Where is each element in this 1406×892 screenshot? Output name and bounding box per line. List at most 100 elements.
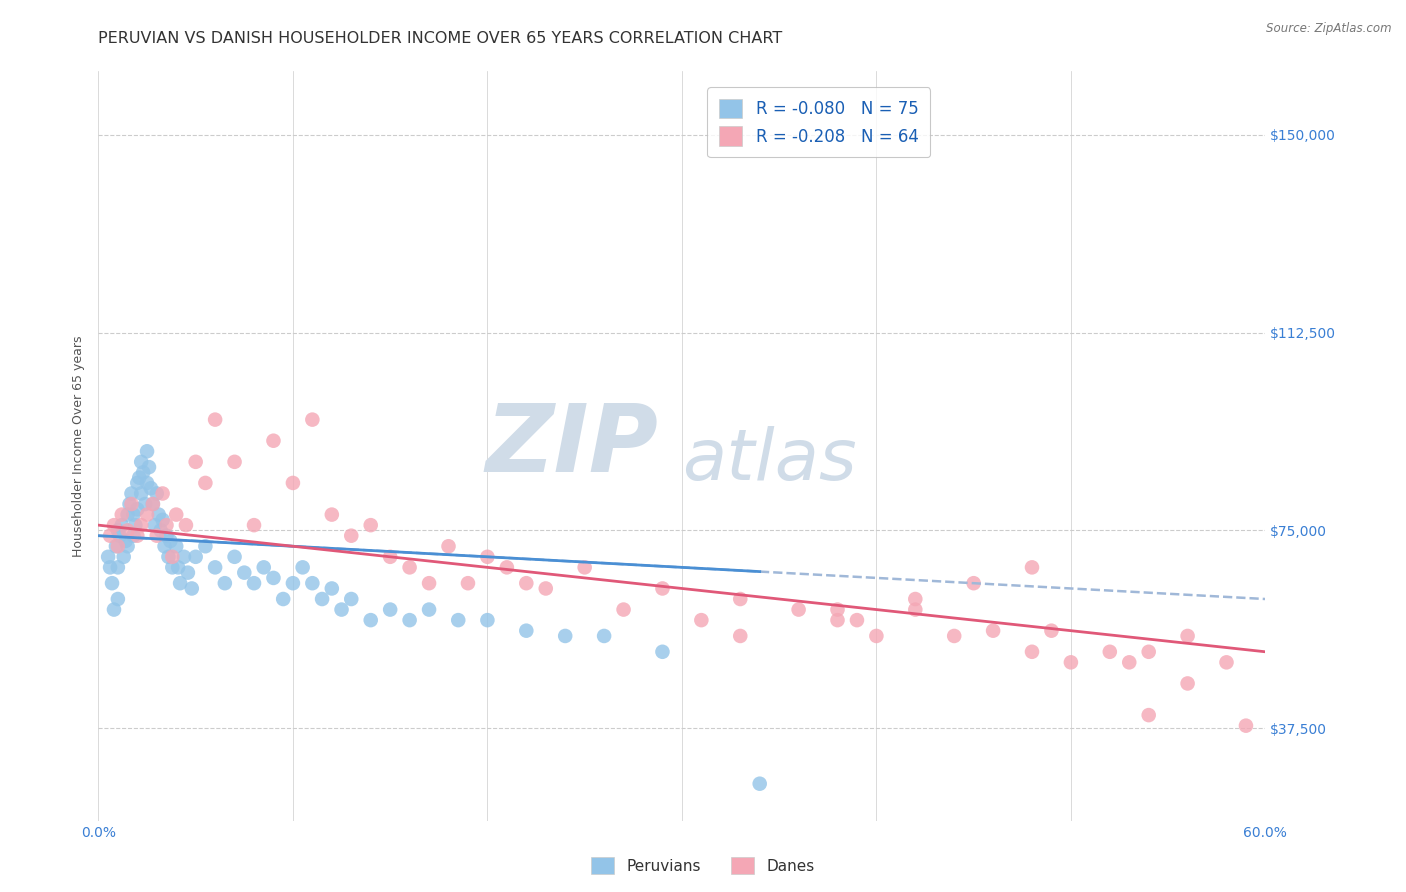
Point [1215,656,1237,670]
Point [534,582,557,596]
Point [321,582,343,596]
Point [118,497,141,511]
Point [139,481,162,495]
Point [121,497,143,511]
Point [398,560,420,574]
Point [143,518,166,533]
Point [865,629,887,643]
Point [127,502,149,516]
Point [146,486,169,500]
Point [117,508,139,522]
Point [167,560,190,574]
Point [132,466,155,480]
Point [148,508,170,522]
Point [214,576,236,591]
Point [111,508,134,522]
Point [904,592,927,607]
Point [651,582,673,596]
Point [184,455,207,469]
Point [340,592,363,607]
Point [107,592,129,607]
Point [157,549,180,564]
Point [651,645,673,659]
Point [262,434,284,448]
Point [127,475,149,490]
Point [124,518,146,533]
Legend: Peruvians, Danes: Peruvians, Danes [585,851,821,880]
Point [380,549,402,564]
Legend: R = -0.080   N = 75, R = -0.208   N = 64: R = -0.080 N = 75, R = -0.208 N = 64 [707,87,931,157]
Point [1021,560,1043,574]
Point [101,576,124,591]
Point [122,508,145,522]
Point [243,518,266,533]
Point [360,518,382,533]
Point [748,777,770,791]
Point [107,560,129,574]
Point [98,560,121,574]
Point [155,529,177,543]
Point [291,560,314,574]
Point [262,571,284,585]
Point [301,412,323,426]
Point [311,592,333,607]
Point [1137,645,1160,659]
Point [112,549,135,564]
Point [103,602,125,616]
Point [177,566,200,580]
Point [97,549,120,564]
Point [165,539,187,553]
Text: PERUVIAN VS DANISH HOUSEHOLDER INCOME OVER 65 YEARS CORRELATION CHART: PERUVIAN VS DANISH HOUSEHOLDER INCOME OV… [98,31,783,46]
Point [103,518,125,533]
Point [104,539,127,553]
Point [224,455,246,469]
Point [340,529,363,543]
Point [380,602,402,616]
Point [204,412,226,426]
Point [418,576,440,591]
Point [155,518,177,533]
Point [1177,629,1199,643]
Point [1040,624,1063,638]
Point [962,576,984,591]
Point [136,444,159,458]
Text: Source: ZipAtlas.com: Source: ZipAtlas.com [1267,22,1392,36]
Point [554,629,576,643]
Point [180,582,202,596]
Point [593,629,616,643]
Point [1118,656,1140,670]
Point [108,529,131,543]
Point [114,533,136,548]
Point [730,629,752,643]
Point [136,508,159,522]
Point [1234,719,1257,733]
Point [447,613,470,627]
Point [153,539,176,553]
Point [162,560,184,574]
Point [301,576,323,591]
Point [162,549,184,564]
Point [437,539,460,553]
Point [613,602,636,616]
Point [1177,676,1199,690]
Point [149,524,172,538]
Point [243,576,266,591]
Point [127,529,149,543]
Point [477,613,499,627]
Point [574,560,596,574]
Point [152,486,174,500]
Point [827,613,849,627]
Point [128,470,150,484]
Point [496,560,519,574]
Point [281,475,304,490]
Y-axis label: Householder Income Over 65 years: Householder Income Over 65 years [72,335,84,557]
Point [981,624,1004,638]
Point [129,518,152,533]
Point [129,455,152,469]
Point [194,539,217,553]
Point [904,602,927,616]
Point [330,602,353,616]
Point [122,529,145,543]
Point [321,508,343,522]
Point [107,539,129,553]
